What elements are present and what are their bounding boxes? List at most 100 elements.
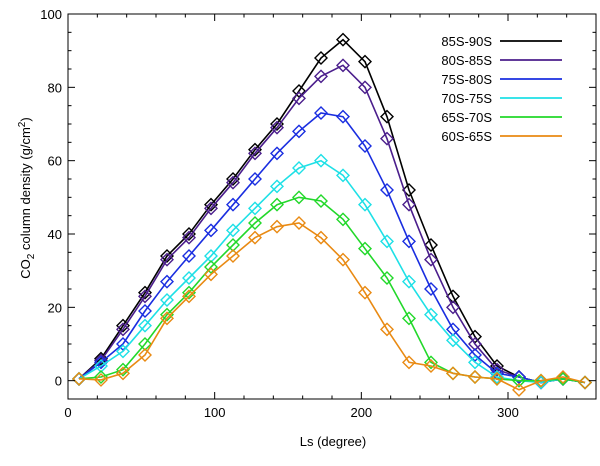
legend-label: 65S-70S [441, 110, 492, 125]
y-tick-label: 60 [48, 154, 62, 169]
data-point [204, 223, 218, 238]
data-point [248, 201, 262, 216]
data-point [94, 372, 108, 387]
data-point [248, 230, 262, 245]
data-point [424, 282, 438, 296]
data-point [160, 307, 174, 322]
data-point [94, 370, 108, 384]
data-point [72, 371, 86, 386]
data-point [468, 370, 482, 384]
data-point [270, 120, 284, 135]
y-label-main: CO [18, 259, 33, 279]
data-point [314, 51, 328, 65]
data-point [336, 109, 350, 124]
data-point [160, 274, 174, 289]
data-point [94, 351, 108, 366]
data-point [182, 230, 196, 245]
data-point [468, 337, 482, 351]
y-tick-label: 80 [48, 80, 62, 95]
data-point [402, 274, 416, 289]
y-label-end: ) [18, 117, 33, 121]
data-point [226, 175, 240, 190]
data-point [446, 289, 460, 304]
legend: 85S-90S 80S-85S 75S-80S 70S-75S 65S-70S 60S-6… [441, 34, 562, 144]
data-point [424, 238, 438, 252]
x-tick-label: 300 [497, 405, 519, 420]
data-point [314, 106, 328, 120]
data-point [534, 373, 548, 388]
x-tick-label: 0 [64, 405, 71, 420]
data-point [556, 371, 570, 386]
data-point [446, 333, 460, 348]
series-line [78, 196, 586, 384]
data-point [160, 252, 174, 267]
data-point [270, 197, 284, 212]
series-65S-70S [72, 190, 592, 390]
data-point [248, 146, 262, 161]
data-point [270, 219, 284, 234]
data-point [490, 370, 504, 384]
data-point [116, 366, 130, 381]
data-point [512, 382, 526, 397]
data-point [94, 355, 108, 370]
data-point [314, 69, 328, 84]
data-point [512, 373, 526, 388]
data-point [138, 318, 152, 333]
data-point [380, 322, 394, 337]
data-point [138, 348, 152, 362]
series-group [72, 32, 592, 397]
data-point [314, 153, 328, 168]
data-point [160, 293, 174, 307]
data-point [358, 54, 372, 69]
data-point [336, 58, 350, 73]
x-tick-label: 200 [350, 405, 372, 420]
data-point [314, 194, 328, 208]
data-point [226, 238, 240, 252]
series-line [78, 159, 586, 384]
data-point [270, 146, 284, 161]
data-point [336, 212, 350, 227]
x-tick-label: 100 [204, 405, 226, 420]
data-point [402, 183, 416, 197]
data-point [402, 234, 416, 249]
data-point [402, 311, 416, 326]
data-point [336, 252, 350, 267]
y-tick-label: 100 [40, 7, 62, 22]
data-point [490, 371, 504, 386]
legend-label: 60S-65S [441, 129, 492, 144]
data-point [292, 190, 306, 205]
data-point [292, 216, 306, 230]
y-label-sub: 2 [26, 253, 37, 259]
data-point [424, 252, 438, 267]
data-point [336, 168, 350, 183]
data-point [182, 271, 196, 285]
data-point [182, 249, 196, 263]
data-point [556, 370, 570, 384]
data-point [292, 91, 306, 106]
series-70S-75S [72, 153, 592, 390]
data-point [446, 366, 460, 381]
y-label-sup: 2 [17, 121, 28, 127]
y-tick-label: 20 [48, 300, 62, 315]
y-tick-label: 0 [55, 374, 62, 389]
data-point [226, 223, 240, 238]
data-point [446, 300, 460, 315]
data-point [490, 362, 504, 377]
data-point [468, 355, 482, 370]
data-point [94, 359, 108, 373]
data-point [424, 355, 438, 370]
data-point [248, 216, 262, 230]
data-point [380, 234, 394, 249]
data-point [226, 249, 240, 263]
data-point [138, 304, 152, 318]
data-point [358, 197, 372, 212]
data-point [358, 285, 372, 300]
y-label-mid: column density (g/cm [18, 127, 33, 253]
data-point [292, 124, 306, 139]
data-point [380, 271, 394, 285]
data-point [204, 201, 218, 216]
data-point [116, 344, 130, 359]
data-point [292, 84, 306, 98]
data-point [116, 322, 130, 337]
